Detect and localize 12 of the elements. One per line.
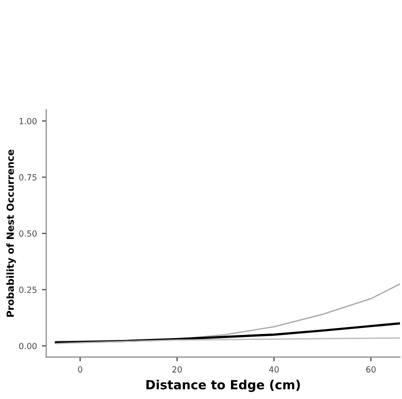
y-tick-label: 0.25	[19, 286, 36, 293]
y-tick-label: 0.75	[19, 174, 36, 180]
x-tick-label: 40	[269, 366, 279, 373]
y-tick-label: 0.00	[19, 342, 37, 350]
y-tick-label: 0.50	[19, 230, 37, 237]
y-axis-title: Probability of Nest Occurrence	[6, 150, 16, 317]
x-tick-label: 20	[172, 366, 182, 373]
x-tick-label: 60	[366, 366, 376, 373]
line-series	[54, 322, 400, 344]
y-tick-label: 1.00	[20, 118, 37, 124]
x-axis-title: Distance to Edge (cm)	[146, 380, 300, 392]
x-tick-label: 0	[78, 366, 82, 373]
